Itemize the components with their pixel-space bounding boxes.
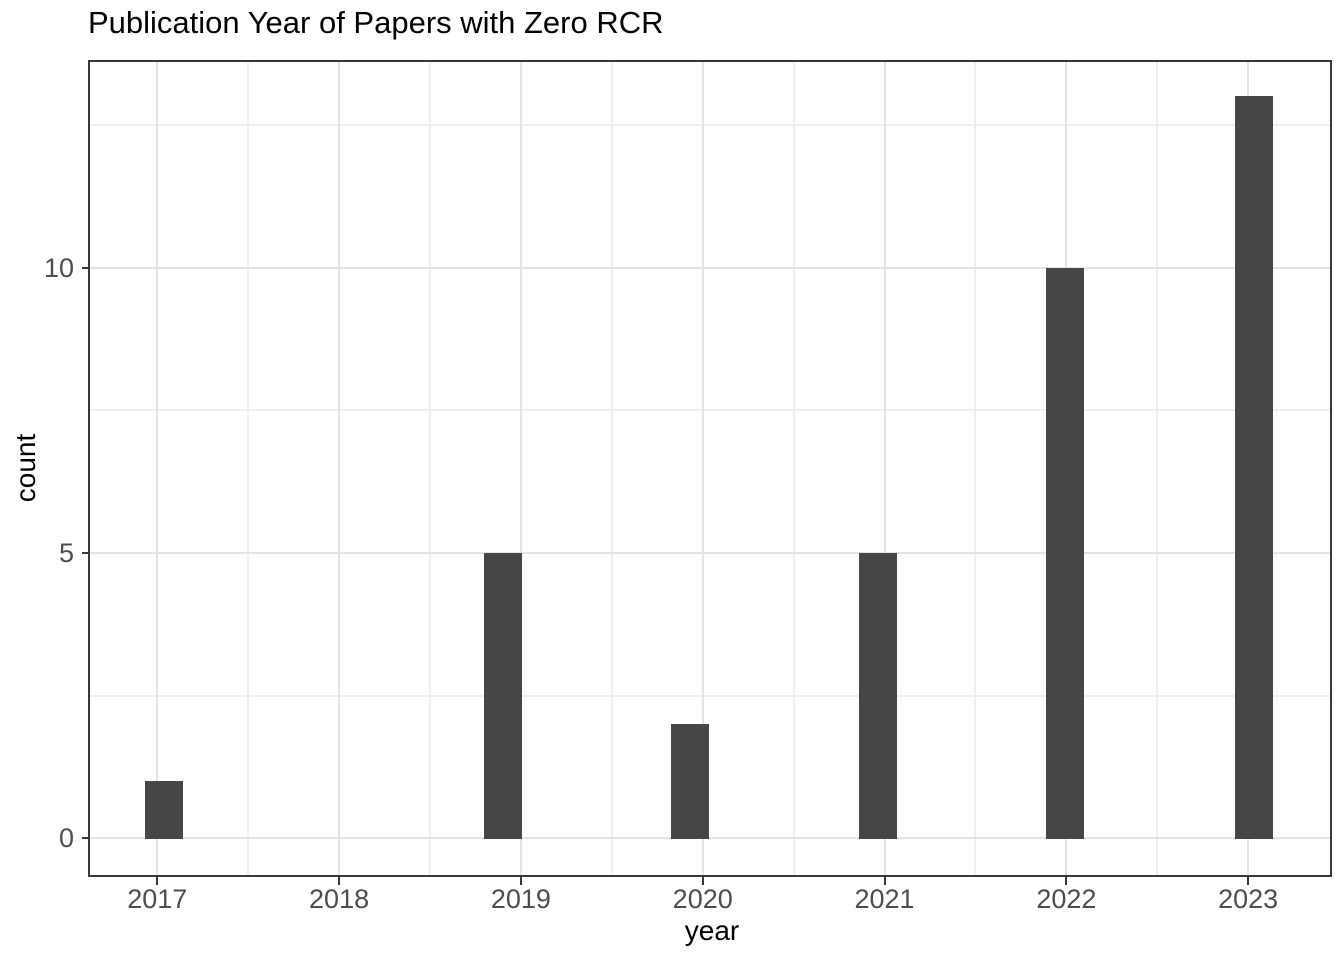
y-tick-label: 5 bbox=[58, 537, 74, 568]
plot-panel bbox=[90, 62, 1330, 875]
bar bbox=[1234, 96, 1273, 840]
x-tick-label: 2021 bbox=[854, 884, 915, 914]
y-tick-label: 10 bbox=[43, 252, 74, 283]
x-tick-mark bbox=[1247, 877, 1250, 885]
x-tick-label: 2023 bbox=[1218, 884, 1279, 914]
x-tick-mark bbox=[519, 877, 522, 885]
grid-line-major-x bbox=[701, 62, 704, 875]
y-tick-label: 0 bbox=[58, 823, 74, 854]
x-tick-label: 2020 bbox=[672, 884, 733, 914]
x-tick-label: 2019 bbox=[490, 884, 551, 914]
y-axis-title: count bbox=[10, 433, 41, 503]
chart-title: Publication Year of Papers with Zero RCR bbox=[88, 5, 664, 40]
grid-line-minor-y bbox=[90, 409, 1330, 412]
x-tick-mark bbox=[883, 877, 886, 885]
grid-line-minor-x bbox=[610, 62, 613, 875]
grid-line-major-y bbox=[90, 551, 1330, 554]
bar bbox=[483, 552, 522, 840]
grid-line-minor-x bbox=[974, 62, 977, 875]
x-tick-label: 2018 bbox=[309, 884, 370, 914]
bar bbox=[670, 724, 709, 840]
grid-line-minor-x bbox=[247, 62, 250, 875]
x-tick-label: 2022 bbox=[1036, 884, 1097, 914]
x-axis-title: year bbox=[684, 915, 740, 946]
grid-line-minor-x bbox=[429, 62, 431, 875]
x-tick-mark bbox=[338, 877, 341, 885]
x-tick-label: 2017 bbox=[127, 884, 188, 914]
grid-line-major-y bbox=[90, 837, 1330, 840]
bar bbox=[145, 781, 183, 840]
y-tick-mark bbox=[82, 837, 90, 840]
grid-line-minor-x bbox=[792, 62, 795, 875]
grid-line-minor-y bbox=[90, 123, 1330, 126]
grid-line-minor-x bbox=[1156, 62, 1159, 875]
grid-line-major-x bbox=[883, 62, 886, 875]
bar bbox=[1046, 267, 1084, 840]
grid-line-major-x bbox=[156, 62, 159, 875]
x-tick-mark bbox=[156, 877, 159, 885]
grid-line-major-y bbox=[90, 266, 1330, 269]
y-tick-mark bbox=[82, 266, 90, 269]
grid-line-major-x bbox=[338, 62, 341, 875]
y-tick-mark bbox=[82, 551, 90, 554]
x-tick-mark bbox=[1065, 877, 1068, 885]
bar bbox=[859, 552, 897, 840]
x-tick-mark bbox=[701, 877, 704, 885]
grid-line-major-x bbox=[519, 62, 522, 875]
grid-line-minor-y bbox=[90, 694, 1330, 697]
